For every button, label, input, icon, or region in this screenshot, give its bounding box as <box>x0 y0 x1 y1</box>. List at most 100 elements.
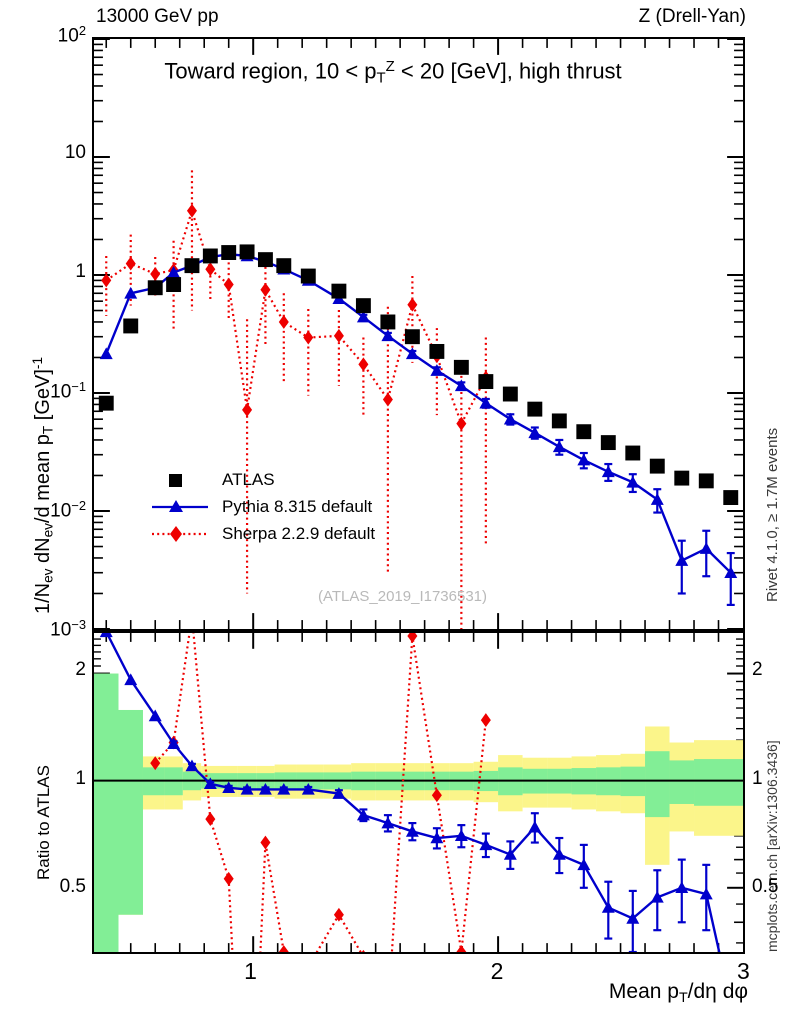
sherpa-marker <box>278 315 289 329</box>
ratio-pythia-marker <box>699 887 713 900</box>
atlas-marker <box>502 386 518 402</box>
legend: ATLAS Pythia 8.315 default Sherpa 2.2.9 de… <box>150 466 375 547</box>
sherpa-marker <box>456 416 467 431</box>
pythia-marker <box>528 426 542 439</box>
pythia-marker <box>503 412 517 425</box>
sherpa-marker <box>382 392 393 407</box>
sherpa-marker <box>101 273 112 288</box>
sherpa-marker <box>125 256 136 271</box>
ratio-y-tick-label-right-1: 1 <box>752 767 763 789</box>
atlas-marker <box>698 473 714 489</box>
x-axis-label: Mean pT/dη dφ <box>608 980 748 1006</box>
ratio-sherpa-marker <box>361 949 365 952</box>
ratio-pythia-marker <box>626 912 640 924</box>
atlas-marker <box>453 359 469 375</box>
atlas-marker <box>478 374 494 390</box>
main-y-tick-label-1: 10 <box>64 141 86 163</box>
ratio-pythia-marker <box>124 673 138 686</box>
atlas-marker <box>98 395 114 411</box>
rivet-version-label: Rivet 4.1.0, ≥ 1.7M events <box>764 427 781 602</box>
main-y-tick-label-5: 10−3 <box>50 617 86 641</box>
ratio-y-axis-label: Ratio to ATLAS <box>34 765 53 880</box>
pythia-marker <box>479 396 493 409</box>
ratio-y-tick-label-left-0: 2 <box>75 659 86 681</box>
pythia-marker <box>577 453 591 466</box>
atlas-marker <box>355 298 371 314</box>
ratio-pythia-line <box>105 633 721 952</box>
ratio-y-tick-label-right-0: 2 <box>752 659 763 681</box>
ratio-pythia-marker <box>356 808 370 821</box>
main-plot-canvas <box>94 39 743 629</box>
pythia-marker <box>650 493 664 505</box>
ratio-sherpa-marker <box>150 756 161 771</box>
ratio-pythia-marker <box>479 838 493 851</box>
pythia-line <box>105 253 732 574</box>
legend-marker-marker-square <box>150 470 212 490</box>
ratio-pythia-marker <box>381 816 395 829</box>
ratio-uncertainty-band-inner <box>645 751 670 818</box>
pythia-marker <box>124 286 138 299</box>
atlas-marker <box>551 413 567 429</box>
ratio-sherpa-marker <box>260 835 271 850</box>
ratio-pythia-marker <box>301 782 315 795</box>
ratio-uncertainty-band-inner <box>94 673 119 952</box>
sherpa-marker <box>303 330 314 345</box>
ratio-sherpa-marker <box>407 633 418 643</box>
ratio-pythia-marker <box>332 787 346 799</box>
pythia-marker <box>99 347 113 360</box>
sherpa-marker <box>223 277 234 292</box>
ratio-pythia-marker <box>430 831 444 844</box>
atlas-marker <box>674 470 690 486</box>
atlas-marker <box>184 258 200 274</box>
ratio-uncertainty-band-inner <box>669 760 695 804</box>
atlas-marker <box>649 458 665 474</box>
ratio-pythia-marker <box>240 782 254 795</box>
ratio-sherpa-marker <box>333 907 344 922</box>
analysis-id-watermark: (ATLAS_2019_I1736531) <box>318 588 488 605</box>
pythia-marker <box>430 364 444 376</box>
atlas-marker <box>202 248 218 264</box>
x-tick-label-2: 3 <box>737 958 750 984</box>
ratio-y-tick-label-right-2: 0.5 <box>752 875 779 897</box>
ratio-pythia-marker <box>675 881 689 894</box>
legend-label-0: ATLAS <box>222 469 275 489</box>
main-y-tick-label-2: 1 <box>75 260 86 282</box>
ratio-plot-canvas <box>94 633 743 952</box>
atlas-marker <box>576 424 592 440</box>
ratio-y-tick-label-left-1: 1 <box>75 767 86 789</box>
sherpa-marker <box>242 402 253 417</box>
sherpa-marker <box>186 203 197 218</box>
ratio-pythia-marker <box>503 848 517 860</box>
sherpa-marker <box>358 357 369 372</box>
x-tick-label-0: 1 <box>244 958 257 984</box>
plot-title: Toward region, 10 < pTZ < 20 [GeV], high… <box>164 58 622 87</box>
pythia-marker <box>724 566 738 578</box>
ratio-uncertainty-band-inner <box>718 759 743 806</box>
legend-entry-0: ATLAS <box>150 466 375 493</box>
atlas-marker <box>600 435 616 451</box>
ratio-uncertainty-band-inner <box>118 709 143 915</box>
sherpa-marker <box>205 262 216 277</box>
atlas-marker <box>166 277 182 292</box>
legend-marker-line-dotted-diamond <box>150 524 212 544</box>
sherpa-line <box>105 207 487 427</box>
pythia-marker <box>675 554 689 566</box>
ratio-pythia-marker <box>601 901 615 913</box>
pythia-marker <box>167 266 181 278</box>
ratio-pythia-marker <box>99 633 113 638</box>
ratio-pythia-marker <box>528 820 542 833</box>
ratio-pythia-marker <box>454 829 468 842</box>
ratio-pythia-marker <box>258 782 272 795</box>
sherpa-marker <box>150 267 161 281</box>
ratio-sherpa-marker <box>223 871 234 886</box>
ratio-pythia-marker <box>577 858 591 871</box>
legend-triangle-icon <box>169 499 183 512</box>
x-tick-label-1: 2 <box>490 958 504 984</box>
atlas-marker <box>404 329 420 345</box>
atlas-marker <box>221 245 237 260</box>
atlas-marker <box>300 268 316 284</box>
main-y-tick-label-4: 10−2 <box>50 498 86 522</box>
main-y-tick-label-3: 10−1 <box>50 379 86 403</box>
legend-entry-1: Pythia 8.315 default <box>150 493 375 520</box>
